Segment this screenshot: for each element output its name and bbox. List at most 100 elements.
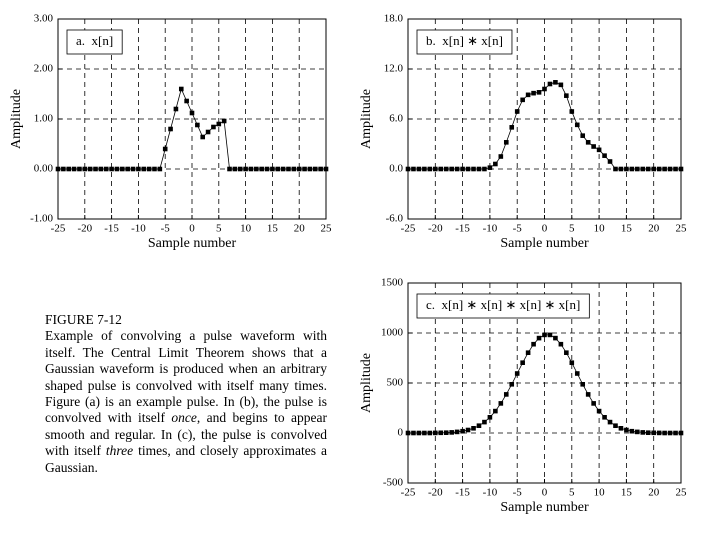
data-point	[136, 166, 141, 172]
x-tick-label: -5	[513, 223, 523, 235]
data-point	[591, 401, 596, 406]
data-point	[487, 415, 493, 420]
data-point	[471, 426, 476, 431]
data-point	[662, 430, 667, 436]
y-tick-label: 1.00	[34, 113, 54, 125]
data-point	[195, 122, 200, 128]
y-tick-label: 12.0	[384, 63, 404, 75]
caption-label: FIGURE 7-12	[45, 312, 122, 327]
data-point	[254, 166, 259, 172]
x-tick-label: -20	[428, 487, 443, 499]
data-point	[574, 122, 580, 128]
data-point	[585, 392, 591, 397]
y-tick-label: -500	[383, 477, 404, 489]
data-point	[422, 430, 427, 436]
data-point	[678, 430, 684, 436]
x-tick-label: 5	[569, 223, 575, 235]
y-tick-label: 18.0	[384, 13, 404, 25]
data-point	[157, 166, 163, 172]
y-tick-label: 2.00	[34, 63, 54, 75]
data-point	[471, 166, 476, 172]
data-point	[433, 430, 438, 436]
data-point	[248, 166, 254, 172]
x-tick-label: 25	[321, 223, 333, 235]
data-point	[514, 371, 520, 376]
x-tick-label: -25	[51, 223, 66, 235]
data-point	[580, 133, 586, 138]
data-point	[416, 430, 422, 436]
data-point	[275, 166, 281, 172]
caption-text: Example of convolving a pulse waveform w…	[45, 328, 327, 476]
data-point	[635, 166, 640, 172]
data-point	[146, 166, 152, 172]
x-tick-label: 10	[240, 223, 252, 235]
data-point	[411, 166, 416, 172]
data-point	[558, 82, 564, 88]
data-point	[189, 110, 195, 116]
data-point	[438, 430, 444, 436]
x-tick-label: -15	[455, 487, 470, 499]
data-point	[460, 166, 465, 172]
data-point	[416, 166, 422, 172]
y-tick-label: 0	[398, 427, 404, 439]
data-point	[629, 166, 635, 172]
data-point	[286, 166, 291, 172]
data-point	[216, 121, 222, 127]
data-point	[211, 124, 216, 130]
data-point	[120, 166, 125, 172]
x-tick-label: 5	[216, 223, 222, 235]
data-point	[498, 401, 504, 406]
data-point	[607, 159, 613, 164]
data-point	[493, 408, 498, 414]
data-point	[651, 430, 656, 436]
x-tick-label: 20	[648, 223, 660, 235]
data-point	[465, 166, 471, 172]
x-tick-label: -10	[483, 487, 498, 499]
data-point	[232, 166, 238, 172]
chart-title: b. x[n] ∗ x[n]	[426, 33, 503, 48]
data-point	[613, 166, 618, 172]
data-point	[503, 392, 509, 397]
data-point	[243, 166, 248, 172]
data-point	[454, 166, 460, 172]
chart-title: a. x[n]	[76, 33, 113, 48]
data-point	[640, 166, 646, 172]
data-point	[531, 341, 536, 347]
data-point	[66, 166, 72, 172]
data-point	[296, 166, 302, 172]
data-point	[607, 419, 613, 425]
data-point	[307, 166, 313, 172]
data-point	[476, 423, 482, 428]
data-point	[493, 161, 498, 167]
y-tick-label: 1500	[381, 277, 404, 289]
data-point	[55, 166, 61, 172]
data-point	[141, 166, 147, 172]
data-point	[205, 129, 211, 135]
data-point	[564, 350, 569, 355]
caption-emphasis: three	[105, 443, 134, 459]
y-tick-label: -1.00	[30, 213, 53, 225]
data-point	[433, 166, 438, 172]
data-point	[596, 147, 602, 153]
data-point	[323, 166, 329, 172]
x-tick-label: -25	[401, 487, 416, 499]
data-point	[542, 86, 547, 92]
y-tick-label: 1000	[381, 327, 404, 339]
data-point	[525, 350, 531, 355]
title-box	[416, 29, 513, 55]
data-point	[93, 166, 98, 172]
x-axis-label: Sample number	[500, 500, 589, 515]
data-point	[427, 430, 433, 436]
data-point	[498, 154, 504, 159]
data-point	[645, 166, 651, 172]
data-point	[618, 166, 624, 172]
data-point	[227, 166, 232, 172]
x-tick-label: -20	[77, 223, 92, 235]
data-point	[673, 430, 678, 436]
data-point	[558, 341, 564, 347]
caption-part: times, and closely approximates a Gaussi…	[45, 443, 327, 475]
data-point	[77, 166, 82, 172]
data-point	[487, 165, 493, 170]
data-point	[656, 166, 662, 172]
